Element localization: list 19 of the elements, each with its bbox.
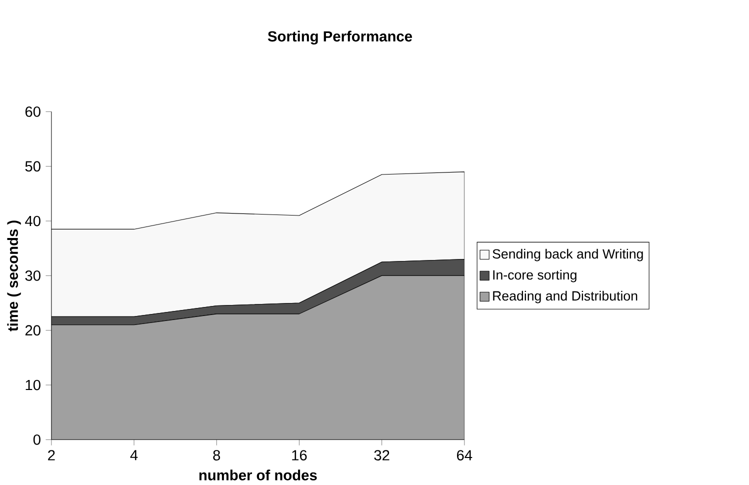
legend-label: Reading and Distribution [493,290,638,304]
y-tick-label: 30 [25,270,40,281]
x-tick-label: 32 [374,450,390,461]
x-tick-label: 16 [292,450,307,461]
y-tick-label: 40 [25,216,40,226]
x-tick-label: 4 [130,450,138,460]
chart-title: Sorting Performance [268,30,412,45]
x-tick-label: 64 [457,450,472,461]
y-tick-label: 10 [26,380,40,390]
y-tick-label: 20 [25,325,40,336]
y-tick-label: 0 [33,434,40,445]
x-axis-title: number of nodes [199,470,317,480]
legend-label: Sending back and Writing [492,248,643,262]
x-tick-label: 8 [213,450,220,461]
x-tick-label: 2 [48,450,55,460]
y-tick-label: 50 [25,161,40,172]
legend-label: In-core sorting [493,270,576,282]
y-axis-title: time ( seconds ) [7,220,21,332]
y-tick-label: 60 [25,106,40,117]
